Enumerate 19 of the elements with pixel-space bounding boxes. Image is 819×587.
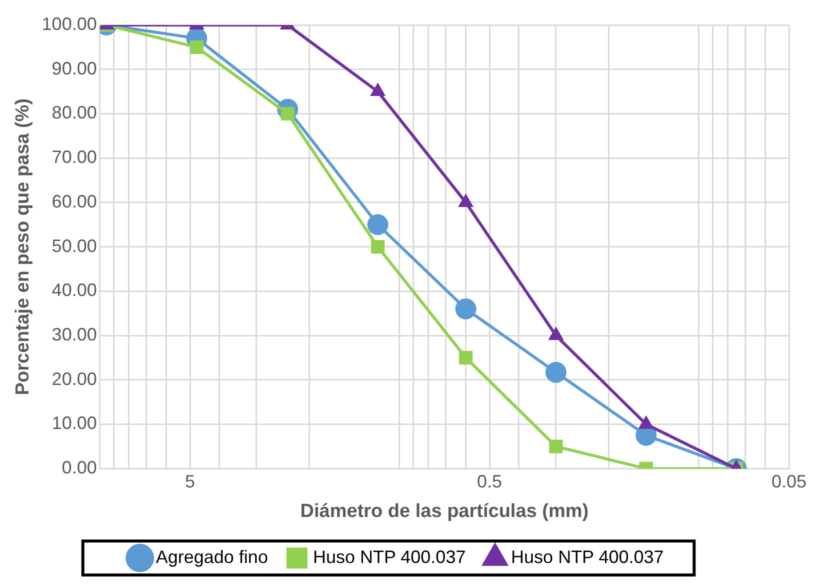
y-tick-label: 0.00 [62, 458, 97, 478]
y-tick-label: 80.00 [52, 102, 97, 123]
y-tick-label: 50.00 [52, 236, 97, 256]
legend-label: Huso NTP 400.037 [511, 546, 664, 567]
y-tick-label: 70.00 [52, 147, 97, 168]
x-axis-title: Diámetro de las partículas (mm) [300, 500, 589, 522]
legend-label: Huso NTP 400.037 [312, 546, 466, 567]
y-tick-label: 20.00 [52, 368, 97, 389]
y-tick-label: 10.00 [52, 413, 97, 434]
y-axis-title: Porcentaje en peso que pasa (%) [12, 98, 34, 396]
y-tick-label: 60.00 [52, 191, 97, 212]
x-tick-label: 0.05 [771, 471, 807, 492]
y-tick-label: 100.00 [42, 14, 97, 34]
x-tick-label: 5 [185, 471, 196, 492]
legend-label: Agregado fino [156, 546, 268, 567]
y-tick-label: 90.00 [52, 58, 97, 78]
y-tick-label: 40.00 [52, 280, 97, 300]
y-tick-label: 30.00 [52, 324, 97, 344]
x-tick-label: 0.5 [476, 471, 502, 492]
